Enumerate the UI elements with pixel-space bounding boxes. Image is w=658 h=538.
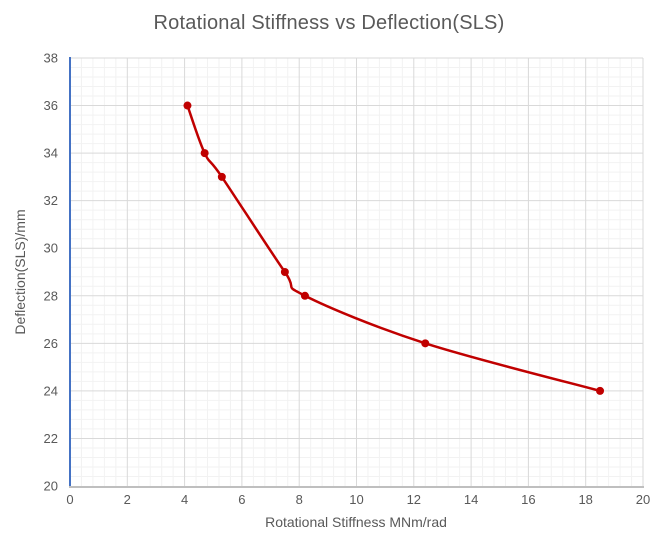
x-tick-label: 4 bbox=[181, 492, 188, 507]
x-tick-label: 8 bbox=[296, 492, 303, 507]
x-tick-label: 16 bbox=[521, 492, 535, 507]
y-tick-label: 36 bbox=[44, 98, 58, 113]
y-tick-label: 34 bbox=[44, 146, 58, 161]
data-point-marker bbox=[183, 101, 192, 110]
x-tick-label: 18 bbox=[578, 492, 592, 507]
data-series-line bbox=[186, 104, 602, 393]
y-tick-label: 30 bbox=[44, 241, 58, 256]
x-axis-title: Rotational Stiffness MNm/rad bbox=[265, 514, 447, 530]
x-tick-label: 10 bbox=[349, 492, 363, 507]
y-tick-label: 22 bbox=[44, 431, 58, 446]
x-tick-label: 6 bbox=[238, 492, 245, 507]
data-point-marker bbox=[300, 291, 309, 300]
data-point-marker bbox=[200, 149, 209, 158]
y-tick-label: 20 bbox=[44, 479, 58, 494]
y-axis-title: Deflection(SLS)/mm bbox=[12, 209, 28, 335]
data-point-marker bbox=[217, 172, 226, 181]
x-tick-label: 20 bbox=[636, 492, 650, 507]
y-tick-label: 26 bbox=[44, 336, 58, 351]
x-tick-label: 2 bbox=[124, 492, 131, 507]
x-tick-label: 0 bbox=[66, 492, 73, 507]
data-point-marker bbox=[421, 339, 430, 348]
chart-title: Rotational Stiffness vs Deflection(SLS) bbox=[153, 12, 505, 34]
y-tick-label: 32 bbox=[44, 193, 58, 208]
y-tick-label: 38 bbox=[44, 51, 58, 66]
y-tick-label: 28 bbox=[44, 288, 58, 303]
data-point-marker bbox=[596, 386, 605, 395]
y-tick-label: 24 bbox=[44, 383, 58, 398]
data-point-marker bbox=[280, 268, 289, 276]
x-tick-label: 12 bbox=[407, 492, 421, 507]
x-tick-label: 14 bbox=[464, 492, 478, 507]
